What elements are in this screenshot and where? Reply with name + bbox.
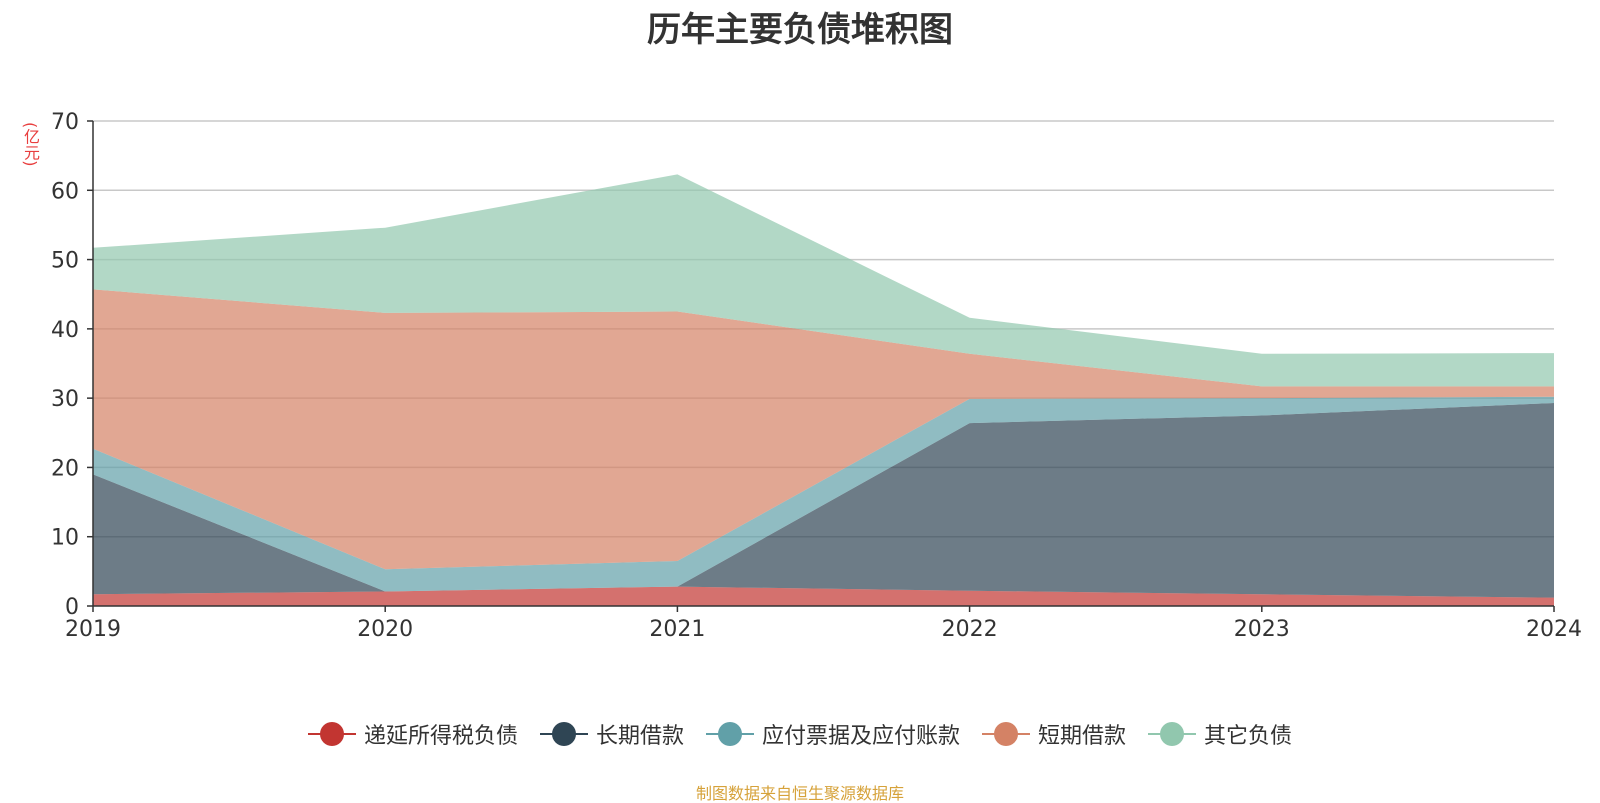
y-tick-label: 50 [51,249,79,274]
legend-item-1[interactable]: 长期借款 [539,718,684,750]
legend-label: 应付票据及应付账款 [761,724,960,749]
series-area-4 [93,174,1554,387]
legend-dot [319,722,344,746]
legend-dot [551,722,576,746]
legend-marker [1148,722,1197,746]
legend-item-4[interactable]: 其它负债 [1148,718,1292,750]
y-tick-label: 40 [51,318,79,343]
legend-dot [1160,722,1185,746]
x-tick-label: 2019 [65,617,121,642]
legend-item-3[interactable]: 短期借款 [982,718,1126,750]
x-tick-label: 2022 [942,617,998,642]
series-area-0 [93,586,1554,606]
legend-dot [994,722,1018,746]
x-tick-label: 2023 [1234,617,1290,642]
y-axis-unit-label: (亿元) [21,122,40,167]
chart-title: 历年主要负债堆积图 [647,10,953,50]
y-tick-label: 0 [65,595,79,620]
series-area-1 [93,402,1554,598]
legend-label: 其它负债 [1204,724,1293,749]
legend-marker [539,722,588,746]
series-area-3 [93,289,1554,570]
legend-marker [982,722,1030,746]
y-tick-label: 60 [51,179,79,204]
legend-marker [307,722,356,746]
x-tick-label: 2020 [357,617,413,642]
legend-label: 递延所得税负债 [363,724,518,749]
axes: 0 10 20 30 40 50 60 70 2019 2020 2021 2022 2023 2024 [51,110,1582,642]
legend: 递延所得税负债 长期借款 应付票据及应付账款 短期借款 其它负债 [0,718,1600,750]
legend-marker [705,722,754,746]
series-area-2 [93,396,1554,592]
series-areas [93,174,1554,606]
y-tick-label: 10 [51,526,79,551]
x-tick-label: 2021 [649,617,705,642]
x-tick-label: 2024 [1526,617,1582,642]
source-note: 制图数据来自恒生聚源数据库 [695,784,904,803]
y-tick-label: 30 [51,387,79,412]
legend-item-2[interactable]: 应付票据及应付账款 [705,718,960,750]
legend-item-0[interactable]: 递延所得税负债 [307,718,518,750]
y-tick-label: 20 [51,456,79,481]
legend-label: 长期借款 [595,724,684,749]
legend-label: 短期借款 [1038,724,1127,749]
legend-dot [717,722,742,746]
y-tick-label: 70 [51,110,79,135]
